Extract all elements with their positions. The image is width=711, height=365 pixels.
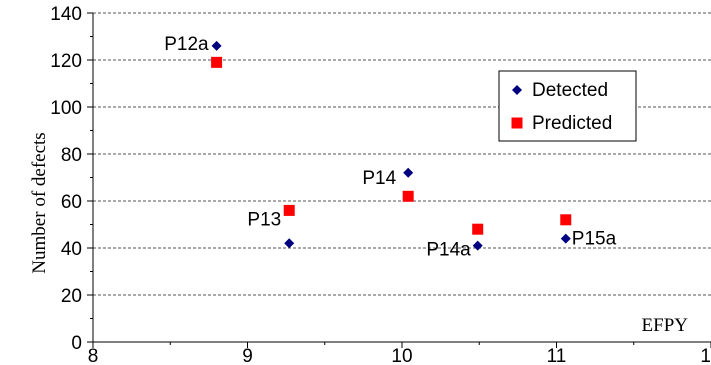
predicted-point	[211, 56, 223, 68]
legend-detected-marker	[512, 85, 522, 95]
y-tick-label: 80	[61, 145, 82, 166]
x-tick-label: 12	[700, 346, 711, 365]
predicted-point	[283, 204, 295, 216]
y-axis-title: Number of defects	[29, 132, 50, 273]
point-annotations: P12a P13 P14 P14a P15a	[164, 34, 616, 261]
y-tick-label: 20	[61, 286, 82, 307]
point-label-p13: P13	[247, 209, 281, 230]
x-tick-label: 8	[88, 346, 99, 365]
y-tick-label: 100	[50, 98, 82, 119]
y-tick-label: 140	[50, 4, 82, 25]
x-tick-label: 10	[391, 346, 412, 365]
detected-point	[211, 40, 222, 51]
x-axis-title: EFPY	[642, 315, 689, 336]
x-tick-label: 9	[242, 346, 253, 365]
y-tick-label: 0	[71, 333, 82, 354]
x-tick-label: 11	[547, 346, 567, 365]
legend: Detected Predicted	[498, 70, 637, 142]
detected-point	[560, 233, 571, 244]
legend-predicted-marker	[511, 117, 523, 129]
gridlines	[93, 12, 711, 296]
legend-detected-label: Detected	[532, 80, 608, 101]
detected-point	[472, 240, 483, 251]
predicted-point	[472, 223, 484, 235]
point-label-p14a: P14a	[426, 240, 471, 261]
predicted-point	[560, 214, 572, 226]
point-label-p15a: P15a	[572, 229, 617, 250]
legend-predicted-label: Predicted	[532, 113, 612, 134]
point-label-p12a: P12a	[164, 34, 209, 55]
y-tick-label: 120	[50, 51, 82, 72]
axes	[87, 12, 711, 348]
tick-labels: 0 20 40 60 80 100 120 140 8 9 10 11 12	[50, 4, 711, 365]
detected-point	[284, 238, 295, 249]
data-points	[211, 40, 572, 251]
legend-box	[498, 70, 637, 142]
point-label-p14: P14	[362, 168, 396, 189]
predicted-point	[402, 190, 414, 202]
detected-point	[403, 167, 414, 178]
y-tick-label: 60	[61, 192, 82, 213]
y-tick-label: 40	[61, 239, 82, 260]
